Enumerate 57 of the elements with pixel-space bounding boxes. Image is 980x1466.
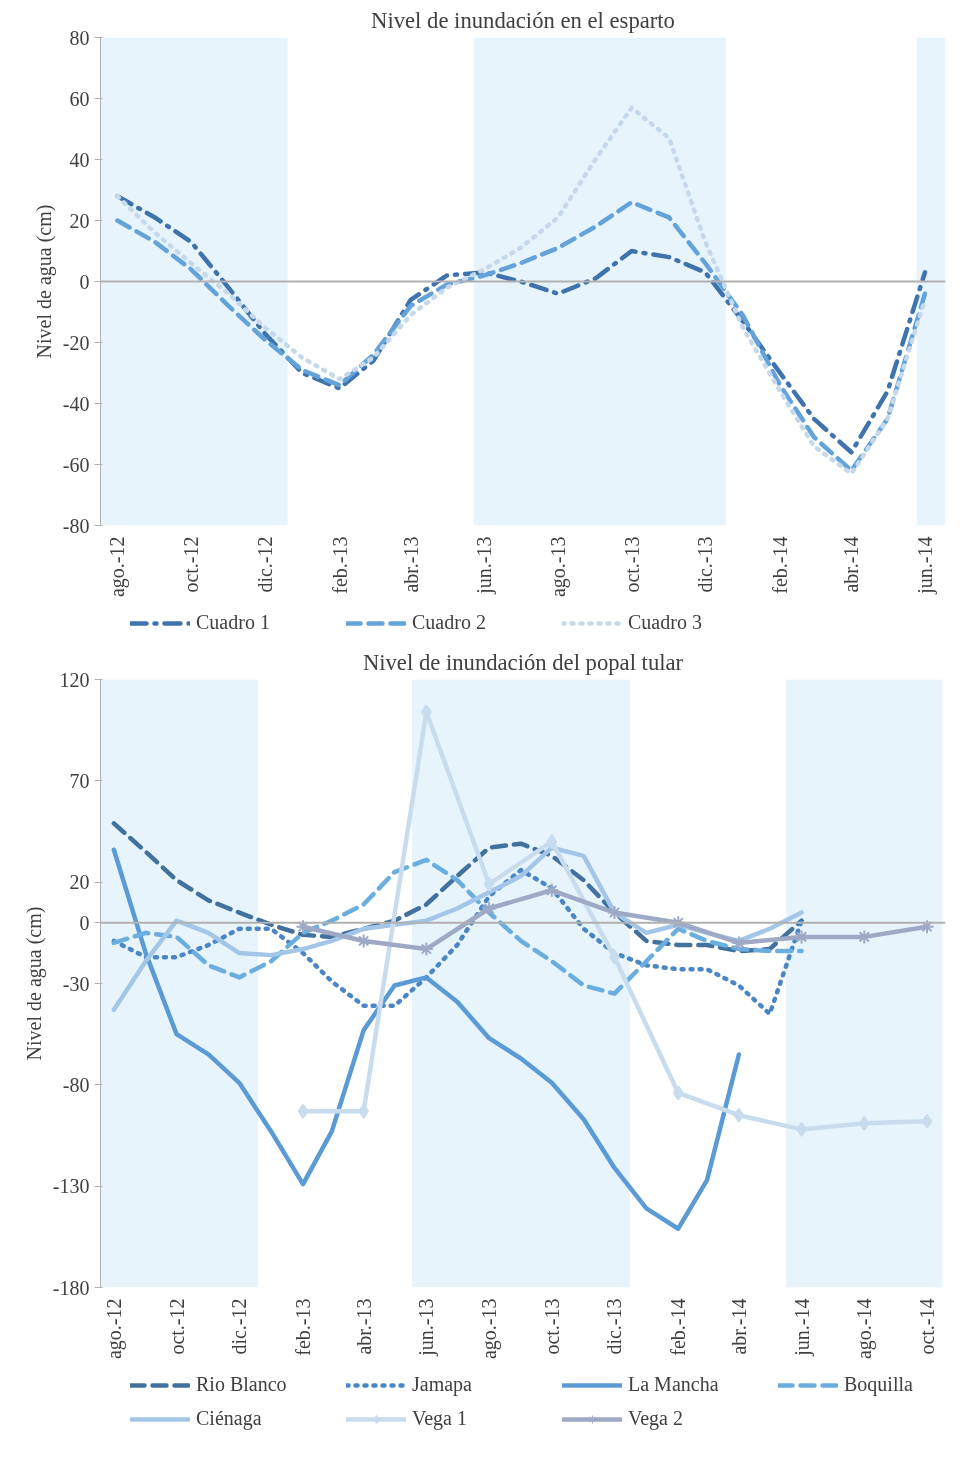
x-tick-label: ago.-14 bbox=[853, 1298, 877, 1360]
x-tick-label: ago.-13 bbox=[547, 536, 571, 598]
legend-label: Jamapa bbox=[412, 1373, 473, 1396]
x-tick-label: jun.-14 bbox=[913, 536, 937, 595]
y-tick-label: 20 bbox=[69, 209, 90, 232]
legend-label: Cuadro 3 bbox=[628, 611, 703, 634]
x-tick-label: oct.-13 bbox=[540, 1298, 563, 1355]
y-tick-label: -60 bbox=[62, 453, 90, 476]
x-tick-label: oct.-13 bbox=[620, 536, 643, 593]
y-tick-label: 0 bbox=[79, 270, 90, 293]
x-tick-label: dic.-12 bbox=[228, 1298, 251, 1355]
x-tick-label: jun.-14 bbox=[790, 1298, 814, 1357]
y-tick-label: -30 bbox=[62, 972, 90, 995]
y-axis-title: Nivel de agua (cm) bbox=[32, 204, 56, 359]
y-tick-label: -40 bbox=[62, 392, 90, 415]
y-tick-label: 40 bbox=[69, 148, 90, 171]
x-tick-label: abr.-14 bbox=[840, 536, 863, 593]
x-tick-label: ago.-13 bbox=[478, 1298, 502, 1360]
x-tick-label: feb.-14 bbox=[667, 1298, 690, 1356]
y-tick-label: 20 bbox=[69, 871, 90, 894]
x-tick-label: abr.-13 bbox=[399, 536, 422, 593]
x-tick-label: oct.-12 bbox=[165, 1298, 188, 1355]
chart-title: Nivel de inundación del popal tular bbox=[362, 649, 684, 675]
x-tick-label: ago.-12 bbox=[106, 536, 130, 598]
x-tick-label: jun.-13 bbox=[473, 536, 497, 595]
y-tick-label: 70 bbox=[69, 769, 90, 792]
y-tick-label: 60 bbox=[69, 87, 90, 110]
y-tick-label: 120 bbox=[59, 668, 90, 691]
legend-label: Vega 2 bbox=[628, 1407, 684, 1430]
y-tick-label: -80 bbox=[62, 514, 90, 537]
y-tick-label: 80 bbox=[69, 26, 90, 49]
x-tick-label: feb.-14 bbox=[769, 536, 792, 594]
legend-label: Cuadro 1 bbox=[196, 611, 271, 634]
x-tick-label: feb.-13 bbox=[328, 536, 351, 594]
x-tick-label: oct.-12 bbox=[180, 536, 203, 593]
y-tick-label: -20 bbox=[62, 331, 90, 354]
x-tick-label: dic.-13 bbox=[603, 1298, 626, 1355]
x-tick-label: jun.-13 bbox=[415, 1298, 439, 1357]
legend-label: Rio Blanco bbox=[196, 1373, 288, 1396]
y-axis-title: Nivel de agua (cm) bbox=[22, 906, 46, 1061]
x-tick-label: abr.-13 bbox=[352, 1298, 375, 1355]
x-tick-label: abr.-14 bbox=[727, 1298, 750, 1355]
x-tick-label: dic.-12 bbox=[253, 536, 276, 593]
x-tick-label: oct.-14 bbox=[916, 1298, 938, 1355]
legend-label: Vega 1 bbox=[412, 1407, 468, 1430]
y-tick-label: -130 bbox=[52, 1175, 90, 1198]
y-tick-label: -80 bbox=[62, 1073, 90, 1096]
y-tick-label: -180 bbox=[52, 1276, 90, 1299]
legend-label: Boquilla bbox=[844, 1373, 914, 1396]
legend-label: Ciénaga bbox=[196, 1407, 263, 1430]
x-tick-label: dic.-13 bbox=[694, 536, 717, 593]
x-tick-label: feb.-13 bbox=[292, 1298, 315, 1356]
chart-title: Nivel de inundación en el esparto bbox=[371, 7, 675, 33]
legend-label: Cuadro 2 bbox=[412, 611, 487, 634]
legend-label: La Mancha bbox=[628, 1373, 720, 1396]
y-tick-label: 0 bbox=[79, 911, 90, 934]
x-tick-label: ago.-12 bbox=[102, 1298, 126, 1360]
